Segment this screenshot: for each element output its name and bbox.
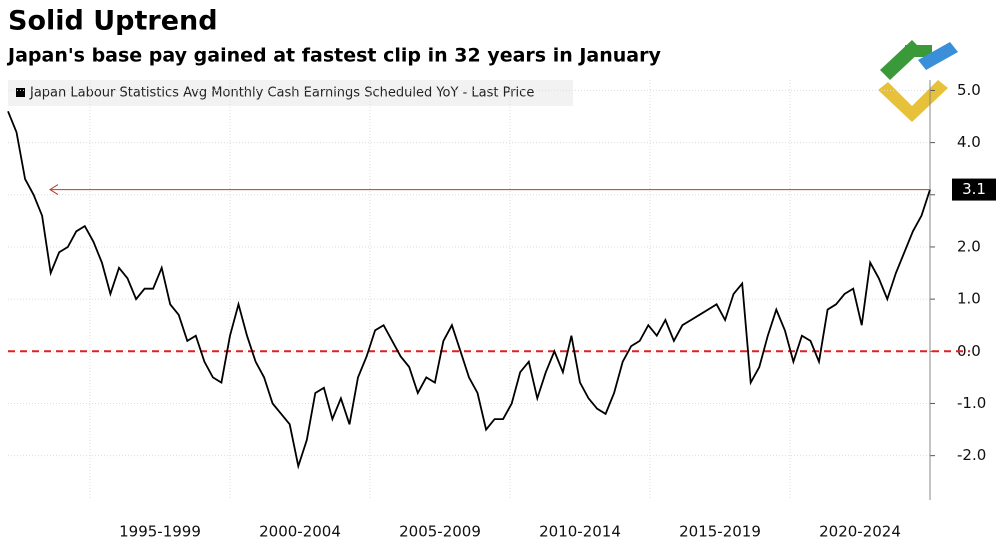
last-value-box <box>952 178 996 201</box>
legend-label: Japan Labour Statistics Avg Monthly Cash… <box>29 86 534 101</box>
last-value-label: 3.1 <box>962 180 986 198</box>
y-tick-label: 2.0 <box>957 237 981 255</box>
legend-box <box>8 80 573 106</box>
x-tick-label: 2020-2024 <box>819 523 901 541</box>
legend-swatch <box>16 88 25 97</box>
x-tick-label: 2015-2019 <box>679 523 761 541</box>
chart-title: Solid Uptrend <box>8 6 218 37</box>
y-tick-label: 5.0 <box>957 81 981 99</box>
y-tick-label: -2.0 <box>957 446 986 464</box>
x-tick-label: 2010-2014 <box>539 523 621 541</box>
y-tick-label: 1.0 <box>957 290 981 308</box>
x-tick-label: 2005-2009 <box>399 523 481 541</box>
x-tick-label: 2000-2004 <box>259 523 341 541</box>
chart-subtitle: Japan's base pay gained at fastest clip … <box>6 45 661 67</box>
line-series <box>7 110 931 470</box>
logo <box>878 40 958 122</box>
y-tick-label: 4.0 <box>957 133 981 151</box>
x-tick-label: 1995-1999 <box>119 523 201 541</box>
y-tick-label: -1.0 <box>957 394 986 412</box>
arrow-head <box>49 184 59 195</box>
